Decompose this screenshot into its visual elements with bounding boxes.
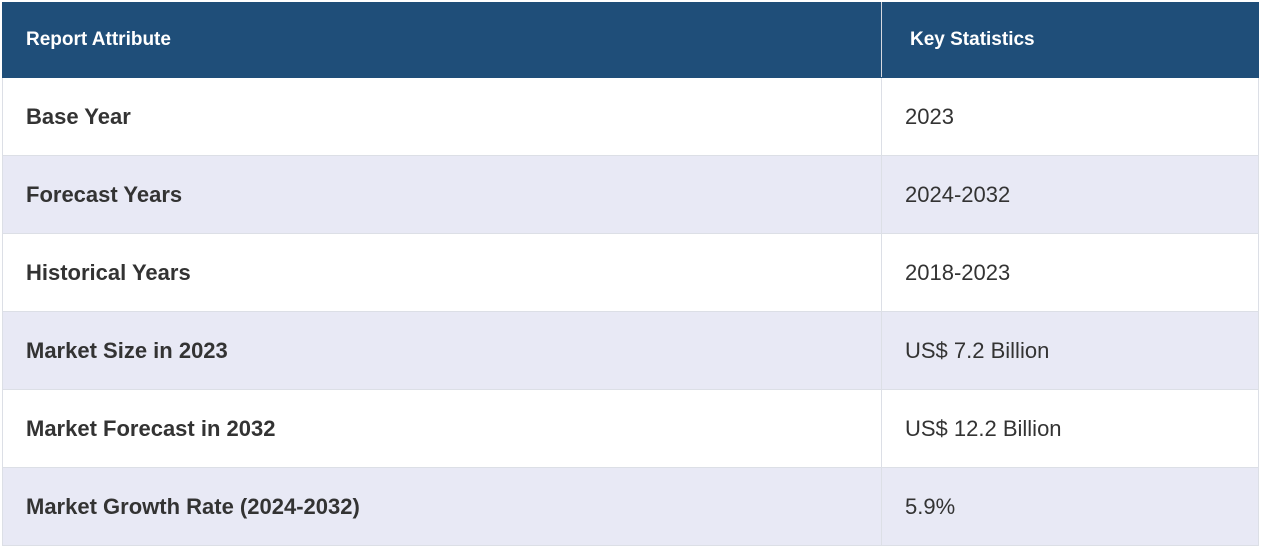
value-cell: 2018-2023 xyxy=(881,233,1259,312)
attribute-cell: Market Growth Rate (2024-2032) xyxy=(2,467,882,546)
value-cell: US$ 7.2 Billion xyxy=(881,311,1259,390)
value-cell: US$ 12.2 Billion xyxy=(881,389,1259,468)
table-row: Market Forecast in 2032 US$ 12.2 Billion xyxy=(2,389,1259,468)
attribute-cell: Historical Years xyxy=(2,233,882,312)
attribute-cell: Market Forecast in 2032 xyxy=(2,389,882,468)
value-cell: 2023 xyxy=(881,77,1259,156)
attribute-cell: Market Size in 2023 xyxy=(2,311,882,390)
header-key-statistics: Key Statistics xyxy=(881,2,1259,78)
table-row: Market Growth Rate (2024-2032) 5.9% xyxy=(2,467,1259,546)
table-header: Report Attribute Key Statistics xyxy=(2,2,1259,78)
table-row: Base Year 2023 xyxy=(2,77,1259,156)
table-row: Market Size in 2023 US$ 7.2 Billion xyxy=(2,311,1259,390)
header-report-attribute: Report Attribute xyxy=(2,2,882,78)
header-row: Report Attribute Key Statistics xyxy=(2,2,1259,78)
table-row: Forecast Years 2024-2032 xyxy=(2,155,1259,234)
attribute-cell: Forecast Years xyxy=(2,155,882,234)
value-cell: 5.9% xyxy=(881,467,1259,546)
value-cell: 2024-2032 xyxy=(881,155,1259,234)
attribute-cell: Base Year xyxy=(2,77,882,156)
table-body: Base Year 2023 Forecast Years 2024-2032 … xyxy=(2,77,1259,546)
table-row: Historical Years 2018-2023 xyxy=(2,233,1259,312)
